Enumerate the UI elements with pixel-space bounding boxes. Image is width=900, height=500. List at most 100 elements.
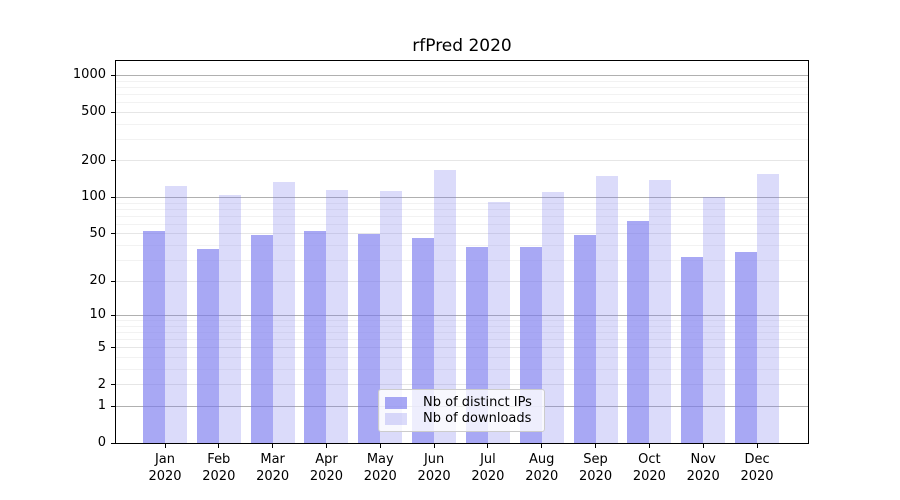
- x-tick-month: Mar: [260, 452, 285, 467]
- x-tick-mark: [433, 444, 435, 448]
- gridline-minor: [116, 259, 808, 261]
- gridline-decade: [116, 74, 808, 76]
- bar-distinct-ips: [143, 230, 165, 443]
- x-tick-month: Apr: [315, 452, 338, 467]
- x-tick-month: Jul: [480, 452, 496, 467]
- gridline-major: [116, 280, 808, 282]
- x-tick-month: Oct: [638, 452, 661, 467]
- gridline-decade: [116, 196, 808, 198]
- x-tick-year: 2020: [363, 469, 397, 484]
- x-tick-month: Jan: [154, 452, 176, 467]
- y-tick-label: 5: [97, 339, 106, 355]
- bar-downloads: [380, 190, 403, 443]
- y-tick-label: 500: [81, 104, 106, 120]
- bar-distinct-ips: [304, 230, 327, 443]
- bar-downloads: [326, 189, 349, 443]
- x-tick-year: 2020: [525, 469, 559, 484]
- x-tick-month: Sep: [583, 452, 608, 467]
- x-tick-mark: [325, 444, 327, 448]
- x-tick-mark: [541, 444, 543, 448]
- x-tick-label: Aug 2020: [514, 451, 570, 485]
- gridline-minor: [116, 223, 808, 225]
- y-tick-mark: [111, 314, 115, 316]
- gridline-major: [116, 233, 808, 235]
- x-tick-month: Feb: [207, 452, 231, 467]
- gridline-minor: [116, 80, 808, 82]
- y-tick-label: 0: [97, 435, 106, 450]
- bar-distinct-ips: [358, 233, 381, 443]
- bar-downloads: [649, 180, 672, 443]
- gridline-minor: [116, 320, 808, 321]
- y-tick-mark: [111, 442, 115, 444]
- bar-downloads: [272, 182, 295, 443]
- bar-downloads: [541, 191, 564, 443]
- x-tick-year: 2020: [471, 469, 505, 484]
- legend-row-downloads: Nb of downloads: [385, 411, 536, 426]
- gridline-minor: [116, 93, 808, 95]
- legend-label-downloads: Nb of downloads: [423, 411, 532, 426]
- x-tick-year: 2020: [148, 469, 182, 484]
- x-tick-label: Dec 2020: [729, 451, 785, 485]
- gridline-minor: [116, 208, 808, 210]
- x-tick-mark: [164, 444, 166, 448]
- bar-downloads: [434, 170, 457, 443]
- y-tick-label: 200: [81, 152, 106, 168]
- legend: Nb of distinct IPs Nb of downloads: [378, 389, 545, 432]
- x-tick-label: Sep 2020: [568, 451, 624, 485]
- x-tick-mark: [756, 444, 758, 448]
- gridline-minor: [116, 102, 808, 104]
- gridline-major: [116, 384, 808, 386]
- bar-distinct-ips: [573, 234, 596, 443]
- gridline-major: [116, 347, 808, 349]
- y-tick-mark: [111, 160, 115, 162]
- legend-label-distinct-ips: Nb of distinct IPs: [423, 395, 532, 410]
- y-tick-label: 100: [81, 189, 106, 205]
- gridline-minor: [116, 338, 808, 340]
- gridline-major: [116, 160, 808, 162]
- gridline-minor: [116, 202, 808, 204]
- y-tick-label: 50: [89, 225, 106, 241]
- bar-distinct-ips: [250, 234, 273, 443]
- y-tick-label: 1000: [72, 67, 106, 83]
- x-tick-mark: [379, 444, 381, 448]
- x-tick-year: 2020: [686, 469, 720, 484]
- gridline-minor: [116, 368, 808, 370]
- gridline-minor: [116, 244, 808, 246]
- bar-downloads: [165, 185, 187, 443]
- gridline-major: [116, 111, 808, 113]
- bar-distinct-ips: [196, 249, 219, 443]
- gridline-minor: [116, 331, 808, 333]
- x-tick-year: 2020: [740, 469, 774, 484]
- y-tick-mark: [111, 384, 115, 386]
- y-tick-label: 10: [89, 307, 106, 323]
- y-tick-mark: [111, 405, 115, 407]
- x-tick-month: Dec: [744, 452, 770, 467]
- y-tick-label: 1: [97, 398, 106, 414]
- x-tick-mark: [272, 444, 274, 448]
- bar-downloads: [487, 201, 510, 443]
- x-tick-mark: [702, 444, 704, 448]
- bar-distinct-ips: [681, 256, 704, 443]
- bar-distinct-ips: [627, 220, 650, 443]
- x-tick-year: 2020: [579, 469, 613, 484]
- legend-swatch-distinct-ips: [385, 396, 407, 409]
- y-tick-label: 2: [97, 376, 106, 392]
- bar-distinct-ips: [735, 252, 758, 443]
- x-tick-label: Jan 2020: [137, 451, 193, 485]
- gridline-minor: [116, 123, 808, 125]
- gridline-minor: [116, 325, 808, 327]
- y-tick-mark: [111, 233, 115, 235]
- x-tick-year: 2020: [417, 469, 451, 484]
- gridline-decade: [116, 314, 808, 316]
- plot-area: Nb of distinct IPs Nb of downloads: [115, 60, 809, 444]
- x-tick-mark: [648, 444, 650, 448]
- x-tick-label: Oct 2020: [621, 451, 677, 485]
- chart-title: rfPred 2020: [412, 36, 512, 56]
- x-tick-label: Mar 2020: [245, 451, 301, 485]
- x-tick-month: May: [366, 452, 394, 467]
- x-tick-label: Jul 2020: [460, 451, 516, 485]
- gridline-minor: [116, 86, 808, 88]
- y-tick-mark: [111, 74, 115, 76]
- x-tick-month: Jun: [423, 452, 445, 467]
